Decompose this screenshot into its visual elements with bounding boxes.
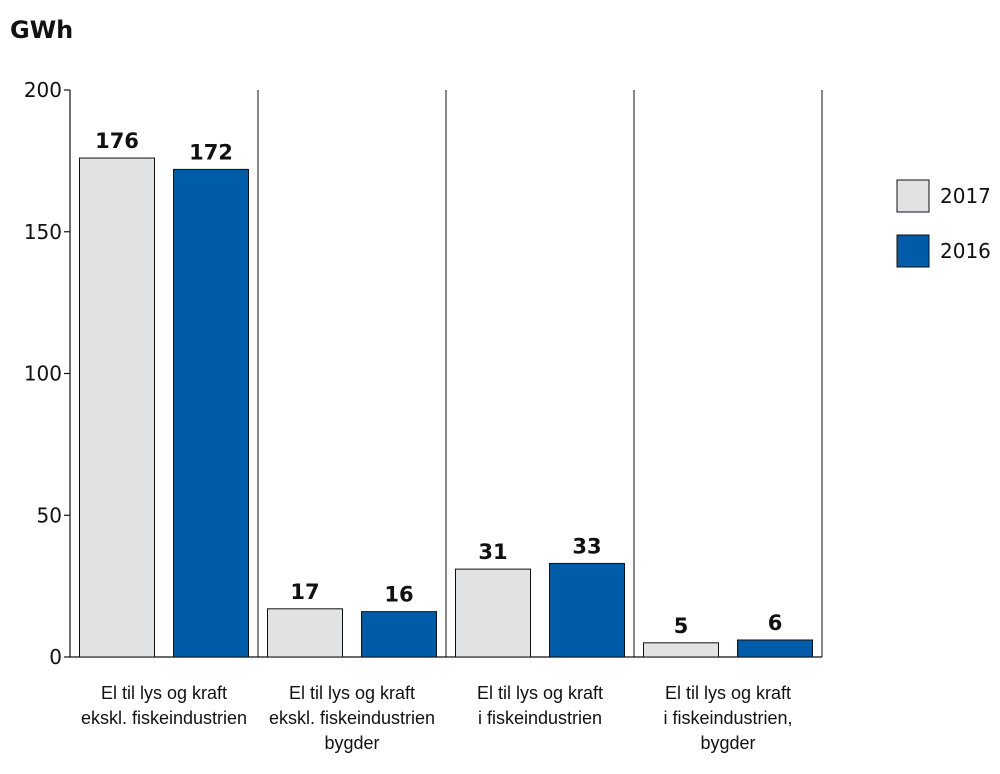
data-label: 16 [384,583,413,607]
y-axis-unit-label: GWh [10,16,73,44]
y-tick-label: 0 [49,645,62,669]
category-label-line: i fiskeindustrien, [663,708,792,728]
data-label: 17 [290,580,319,604]
legend-label: 2016 [940,239,991,263]
bar [643,642,719,658]
legend-swatch [896,234,930,268]
bar [737,639,813,658]
category-label: El til lys og kraft ekskl. fiskeindustrie… [269,683,435,753]
bar [455,568,531,658]
bar [549,562,625,658]
category-label-line: ekskl. fiskeindustrien [81,708,247,728]
data-label: 33 [572,534,601,558]
category-label-line: bygder [324,733,379,753]
bar [267,608,343,658]
data-label: 172 [189,140,233,164]
category-label-line: ekskl. fiskeindustrien [269,708,435,728]
y-tick-label: 50 [37,503,62,527]
data-label: 31 [478,540,507,564]
data-label: 5 [674,614,689,638]
legend-label: 2017 [940,184,991,208]
category-label-line: El til lys og kraft [477,683,603,703]
bar [79,157,155,658]
category-label-line: i fiskeindustrien [478,708,602,728]
bars [79,157,813,658]
category-labels: El til lys og kraft ekskl. fiskeindustrie… [81,683,793,753]
data-label: 176 [95,129,139,153]
category-label: El til lys og kraft i fiskeindustrien [477,683,603,728]
y-axis-ticks: 0 50 100 150 200 [24,78,70,669]
legend: 2017 2016 [896,179,991,268]
data-labels: 176 172 17 16 31 33 5 6 [95,129,782,638]
category-label: El til lys og kraft ekskl. fiskeindustrie… [81,683,247,728]
bar [173,168,249,658]
category-label-line: El til lys og kraft [101,683,227,703]
y-tick-label: 100 [24,362,62,386]
legend-swatch [896,179,930,213]
category-label: El til lys og kraft i fiskeindustrien, byg… [663,683,792,753]
category-label-line: El til lys og kraft [289,683,415,703]
data-label: 6 [768,611,783,635]
category-label-line: El til lys og kraft [665,683,791,703]
bar [361,611,437,658]
y-tick-label: 200 [24,78,62,102]
category-label-line: bygder [700,733,755,753]
category-separators [257,90,823,657]
y-tick-label: 150 [24,220,62,244]
